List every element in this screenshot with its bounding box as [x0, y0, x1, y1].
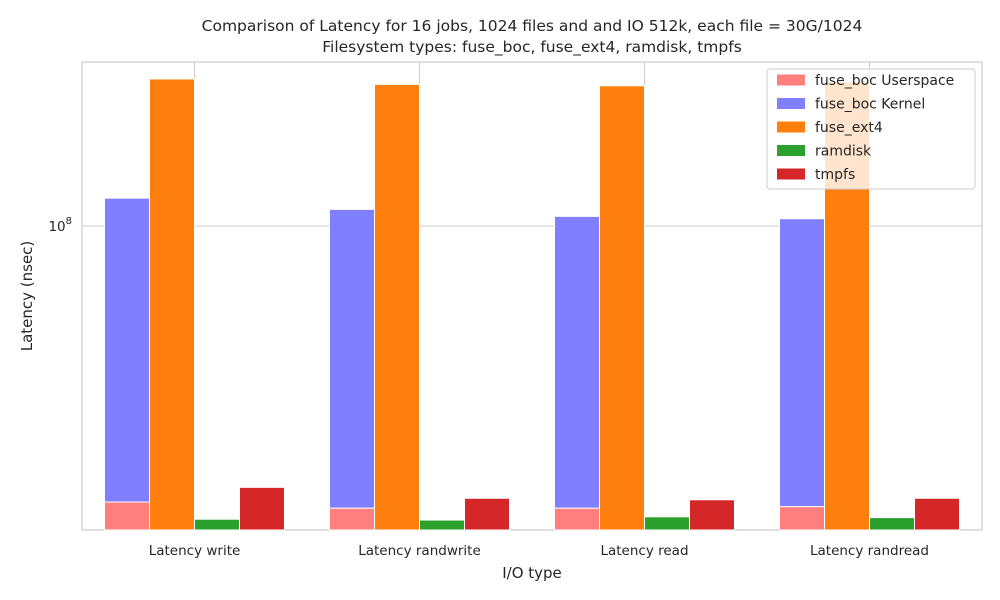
bar-tmpfs-1: [464, 497, 510, 531]
bar-fuse-ext4-1: [374, 83, 420, 531]
bar-fuse-boc-kernel-0: [104, 197, 150, 503]
legend-label: fuse_ext4: [815, 120, 883, 136]
bar-fuse-boc-userspace-1: [329, 507, 375, 531]
x-tick-label: Latency read: [600, 543, 688, 559]
bar-ramdisk-1: [419, 519, 465, 531]
legend-swatch: [777, 98, 805, 109]
bar-tmpfs-2: [689, 499, 735, 531]
bar-fuse-boc-kernel-2: [554, 215, 600, 509]
legend-swatch: [777, 168, 805, 180]
legend-swatch: [777, 74, 805, 86]
legend: fuse_boc Userspace fuse_boc Kernel fuse_ex…: [766, 68, 976, 190]
bar-fuse-ext4-0: [149, 78, 195, 531]
y-axis-label: Latency (nsec): [18, 241, 36, 352]
legend-box: [766, 68, 976, 190]
legend-swatch: [777, 121, 805, 133]
bars: [104, 78, 960, 531]
bar-fuse-boc-kernel-3: [779, 218, 825, 508]
legend-label: fuse_boc Kernel: [815, 97, 925, 113]
x-tick-label: Latency write: [149, 543, 241, 559]
bar-fuse-boc-userspace-2: [554, 507, 600, 531]
x-axis-label: I/O type: [502, 564, 562, 582]
legend-label: fuse_boc Userspace: [815, 73, 954, 89]
bar-tmpfs-3: [914, 497, 960, 531]
bar-tmpfs-0: [239, 486, 285, 531]
chart-title-line-1: Comparison of Latency for 16 jobs, 1024 …: [202, 17, 863, 35]
legend-swatch: [777, 145, 805, 156]
chart-title-line-2: Filesystem types: fuse_boc, fuse_ext4, r…: [322, 38, 742, 57]
legend-label: ramdisk: [815, 144, 872, 160]
bar-ramdisk-3: [869, 517, 915, 531]
ticks: Latency write Latency randwrite Latency re…: [48, 216, 929, 559]
bar-fuse-ext4-2: [599, 85, 645, 531]
legend-label: tmpfs: [815, 167, 855, 183]
bar-ramdisk-2: [644, 516, 690, 531]
x-tick-label: Latency randwrite: [358, 543, 481, 559]
bar-fuse-boc-kernel-1: [329, 208, 375, 509]
bar-fuse-boc-userspace-0: [104, 501, 150, 531]
bar-fuse-boc-userspace-3: [779, 506, 825, 531]
bar-ramdisk-0: [194, 518, 240, 531]
x-tick-label: Latency randread: [810, 543, 929, 559]
y-tick-label: 108: [48, 216, 72, 235]
